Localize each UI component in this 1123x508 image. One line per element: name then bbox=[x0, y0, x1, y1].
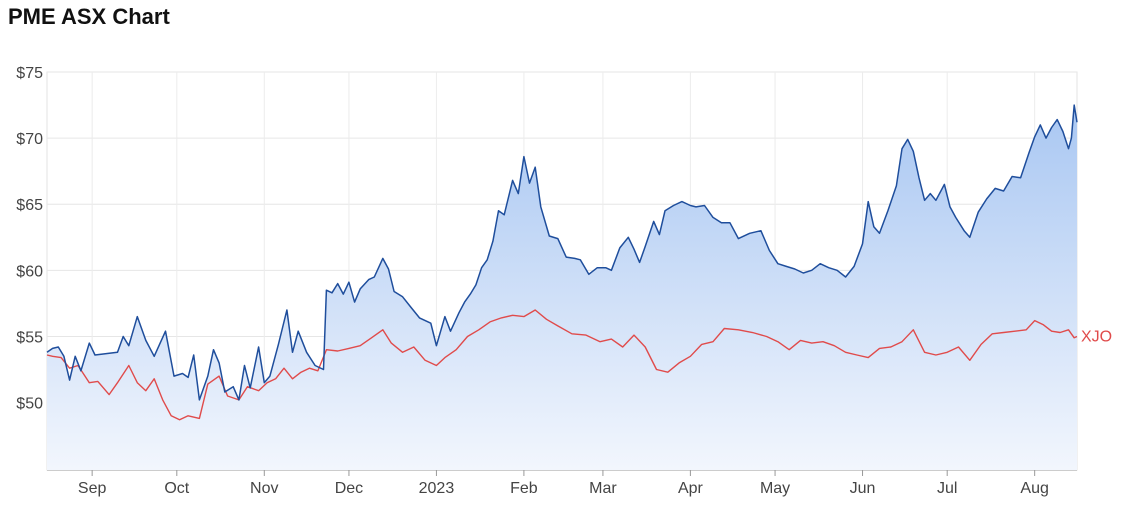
y-tick-label: $50 bbox=[16, 396, 43, 413]
plot-area: XJO bbox=[46, 104, 1112, 470]
xjo-series-line bbox=[46, 309, 1078, 421]
y-axis: $50 $55 $60 $65 $70 $75 bbox=[16, 65, 43, 413]
pme-series-line bbox=[46, 104, 1078, 401]
x-tick-label: Dec bbox=[335, 480, 363, 497]
y-tick-label: $55 bbox=[16, 329, 43, 346]
x-tick-label: Jul bbox=[937, 480, 957, 497]
y-tick-label: $60 bbox=[16, 263, 43, 280]
x-tick-label: 2023 bbox=[419, 480, 455, 497]
y-tick-label: $70 bbox=[16, 131, 43, 148]
y-tick-label: $65 bbox=[16, 197, 43, 214]
page-title: PME ASX Chart bbox=[8, 4, 170, 29]
x-axis: Sep Oct Nov Dec 2023 Feb Mar Apr May Jun Jul Aug bbox=[47, 469, 1077, 497]
x-tick-label: Sep bbox=[78, 480, 107, 497]
y-tick-label: $75 bbox=[16, 65, 43, 82]
x-tick-label: Aug bbox=[1020, 480, 1048, 497]
x-tick-label: Oct bbox=[164, 480, 189, 497]
x-tick-label: Nov bbox=[250, 480, 278, 497]
x-tick-label: Feb bbox=[510, 480, 538, 497]
x-tick-label: May bbox=[760, 480, 790, 497]
x-tick-label: Jun bbox=[850, 480, 876, 497]
xjo-series-label: XJO bbox=[1081, 328, 1112, 345]
x-tick-label: Mar bbox=[589, 480, 617, 497]
x-tick-label: Apr bbox=[678, 480, 704, 497]
pme-area-fill bbox=[47, 105, 1077, 470]
